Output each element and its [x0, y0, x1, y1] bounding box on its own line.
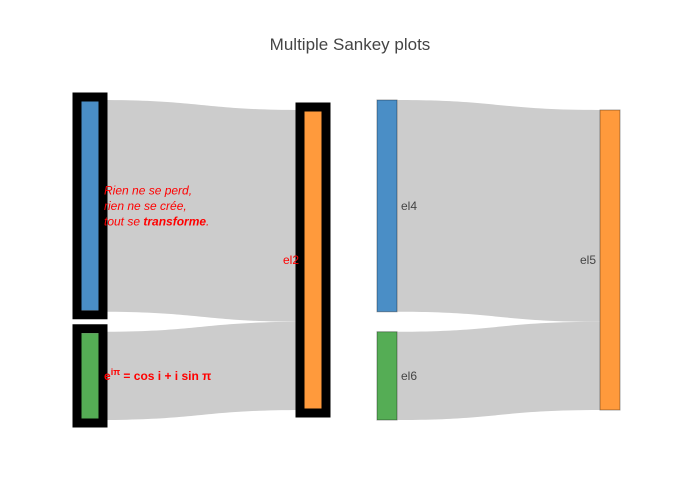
label-text: Rien ne se perd, — [104, 183, 192, 197]
node-bar — [304, 111, 322, 409]
sankey1-node-n3 — [72, 324, 108, 428]
node-label-el5: el5 — [580, 253, 596, 267]
node-label-line-3: tout se transforme. — [104, 214, 209, 228]
node-label-line-2: rien ne se crée, — [104, 199, 187, 213]
node-label-el4: el4 — [401, 199, 417, 213]
sankey1-link-n3-n2 — [100, 321, 303, 420]
math-rest: = cos i + i sin π — [120, 369, 211, 383]
sankey2-node-m1 — [376, 99, 398, 313]
node-bar — [599, 109, 621, 411]
node-border — [295, 102, 331, 418]
links-layer — [100, 100, 600, 420]
node-label-el2: el2 — [283, 253, 299, 267]
sankey2-node-m2 — [599, 109, 621, 411]
label-strong-text: transforme — [143, 214, 206, 228]
label-tail-text: . — [206, 214, 209, 228]
sankey1-node-n1 — [72, 92, 108, 320]
sankey2-link-m1-m2 — [397, 100, 600, 322]
sankey1-link-n1-n2 — [100, 100, 303, 322]
node-bar — [376, 331, 398, 421]
node-label-line-1: Rien ne se perd, — [104, 183, 192, 197]
node-label-math: eiπ = cos i + i sin π — [104, 367, 211, 383]
sankey2-node-m3 — [376, 331, 398, 421]
node-border — [72, 324, 108, 428]
label-text: rien ne se crée, — [104, 199, 187, 213]
sankey1-node-n2 — [295, 102, 331, 418]
node-bar — [81, 333, 99, 419]
label-text: tout se — [104, 214, 143, 228]
node-bar — [81, 101, 99, 311]
math-base: e — [104, 369, 111, 383]
chart-title: Multiple Sankey plots — [270, 35, 431, 54]
sankey2-link-m3-m2 — [397, 321, 600, 420]
labels-layer: Rien ne se perd, rien ne se crée,tout se … — [104, 183, 596, 383]
node-bar — [376, 99, 398, 313]
nodes-layer — [72, 92, 621, 428]
math-exponent: iπ — [111, 367, 121, 377]
node-label-el6: el6 — [401, 369, 417, 383]
node-border — [72, 92, 108, 320]
